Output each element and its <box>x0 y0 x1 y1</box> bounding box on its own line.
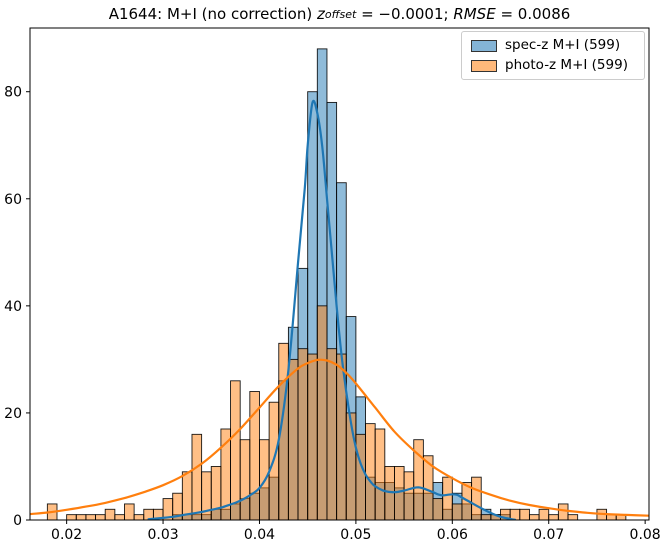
x-tick-label: 0.03 <box>147 527 178 543</box>
hist-bar-photo-z <box>355 433 366 520</box>
x-tick-label: 0.08 <box>630 527 661 543</box>
x-tick-label: 0.04 <box>244 527 275 543</box>
hist-bar-photo-z <box>365 423 376 520</box>
hist-bar-photo-z <box>548 514 559 520</box>
hist-bar-photo-z <box>210 466 222 520</box>
kde-curve-spec-z <box>147 99 517 520</box>
hist-bar-photo-z <box>85 514 97 520</box>
y-tick-label: 80 <box>4 85 22 101</box>
hist-bar-photo-z <box>66 514 77 520</box>
legend-item-photo-z: photo-z M+I (599) <box>462 57 644 74</box>
hist-bar-photo-z <box>403 471 415 520</box>
legend-item-spec-z: spec-z M+I (599) <box>462 37 644 54</box>
hist-bar-photo-z <box>480 514 492 520</box>
hist-bar-photo-z <box>432 498 444 520</box>
hist-bar-photo-z <box>374 428 386 520</box>
hist-bar-photo-z <box>239 439 251 520</box>
chart-title-rmse-value: = 0.0086 <box>495 5 571 23</box>
x-tick-label: 0.05 <box>340 527 371 543</box>
axes-spines <box>29 27 650 521</box>
legend: spec-z M+I (599) photo-z M+I (599) <box>461 31 645 80</box>
y-tick-label: 0 <box>13 513 22 529</box>
legend-swatch-spec-z <box>471 39 497 52</box>
legend-label-spec-z: spec-z M+I (599) <box>505 37 621 53</box>
hist-bar-photo-z <box>326 348 338 520</box>
hist-bar-photo-z <box>557 503 569 520</box>
legend-label-photo-z: photo-z M+I (599) <box>505 57 628 73</box>
hist-bar-photo-z <box>528 514 540 520</box>
x-axis: 0.02 0.03 0.04 0.05 0.06 0.07 0.08 <box>51 520 661 543</box>
hist-bar-photo-z <box>75 514 87 520</box>
hist-bar-photo-z <box>316 305 328 520</box>
y-axis: 0 20 40 60 80 <box>4 85 30 529</box>
chart-title-offset-value: = −0.0001; <box>356 5 454 23</box>
hist-bar-photo-z <box>104 508 116 520</box>
chart-title-rmse: RMSE <box>453 5 496 23</box>
hist-bar-photo-z <box>394 466 405 520</box>
y-tick-label: 20 <box>4 406 22 422</box>
hist-bar-photo-z <box>191 433 203 520</box>
kde-curve-photo-z <box>30 358 649 517</box>
hist-bar-photo-z <box>230 380 241 520</box>
hist-bar-photo-z <box>124 503 135 520</box>
x-tick-label: 0.02 <box>51 527 82 543</box>
chart-title-z-subscript: offset <box>324 7 357 21</box>
hist-bar-photo-z <box>114 514 125 520</box>
hist-bar-photo-z <box>567 514 579 520</box>
hist-series-photo-z <box>46 305 627 520</box>
legend-swatch-photo-z <box>471 59 497 72</box>
hist-bar-photo-z <box>287 358 299 520</box>
hist-bar-photo-z <box>538 508 550 520</box>
hist-bar-photo-z <box>95 514 106 520</box>
hist-bar-photo-z <box>519 508 530 520</box>
x-tick-label: 0.07 <box>533 527 564 543</box>
hist-bar-photo-z <box>442 476 453 520</box>
x-tick-label: 0.06 <box>437 527 468 543</box>
y-tick-label: 40 <box>4 299 22 315</box>
hist-bar-photo-z <box>307 353 318 520</box>
y-tick-label: 60 <box>4 192 22 208</box>
chart-title: A1644: M+I (no correction) z offset = −0.… <box>30 3 649 25</box>
hist-bar-photo-z <box>471 476 482 520</box>
hist-bar-photo-z <box>451 503 463 520</box>
plot-area <box>30 48 649 520</box>
hist-bar-photo-z <box>133 514 145 520</box>
hist-bar-photo-z <box>297 348 309 520</box>
chart-title-z: z <box>316 5 325 23</box>
chart-title-prefix: A1644: M+I (no correction) <box>108 5 317 23</box>
